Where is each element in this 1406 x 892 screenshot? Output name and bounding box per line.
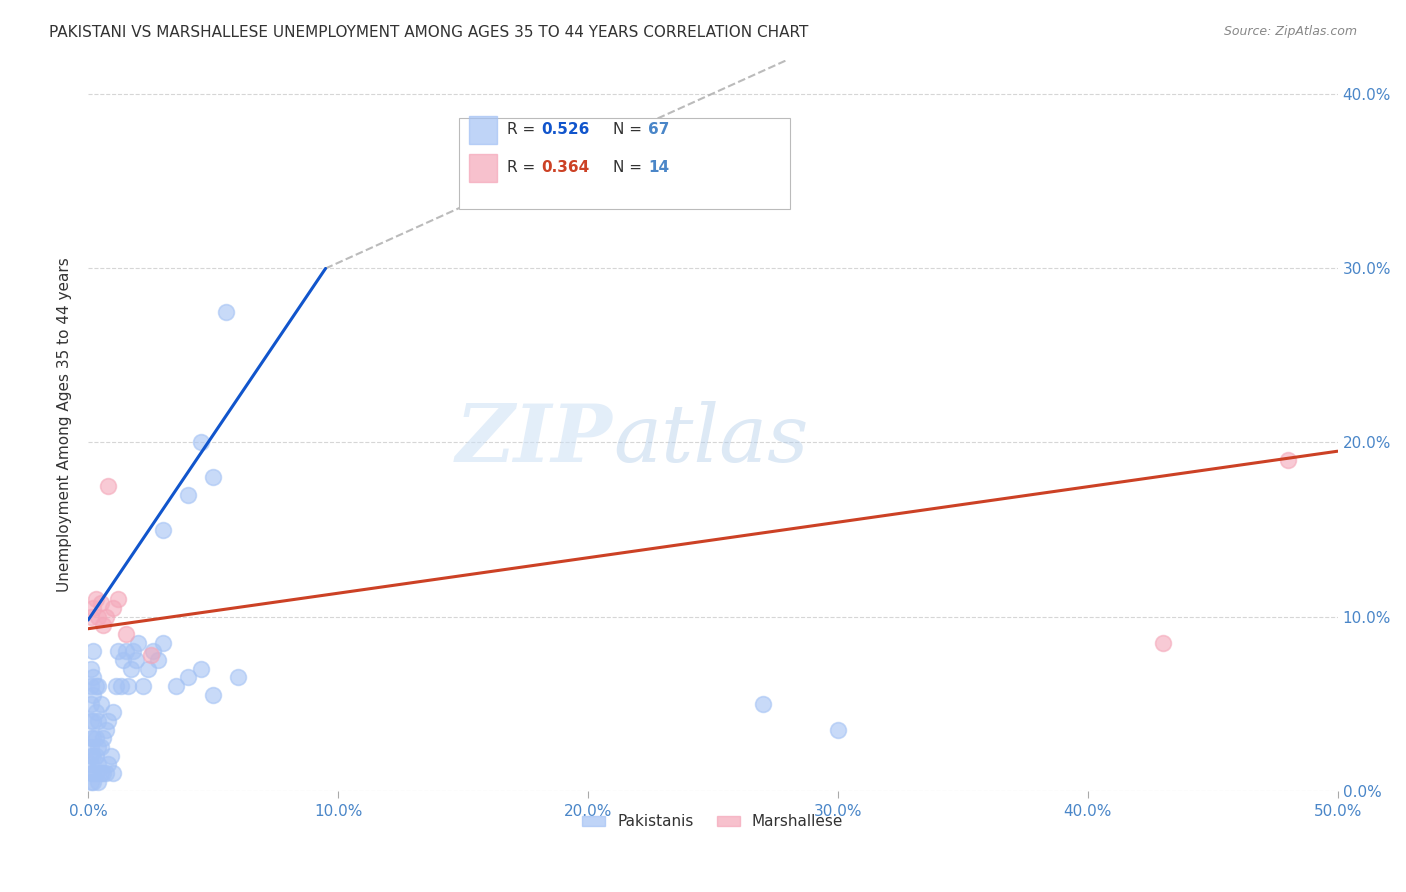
Point xyxy=(107,592,129,607)
Point xyxy=(79,775,101,789)
Point xyxy=(1277,453,1299,467)
Point xyxy=(152,523,174,537)
Point xyxy=(79,757,101,772)
Point xyxy=(84,748,107,763)
Point xyxy=(79,714,101,728)
Point xyxy=(79,748,101,763)
Point xyxy=(87,714,110,728)
Point xyxy=(214,305,236,319)
Point xyxy=(87,740,110,755)
Point xyxy=(202,470,225,484)
Point xyxy=(127,635,149,649)
Point xyxy=(82,644,104,658)
Point xyxy=(190,662,212,676)
Point xyxy=(114,644,136,658)
Point xyxy=(752,697,775,711)
Point xyxy=(84,706,107,720)
Point xyxy=(177,670,200,684)
Text: PAKISTANI VS MARSHALLESE UNEMPLOYMENT AMONG AGES 35 TO 44 YEARS CORRELATION CHAR: PAKISTANI VS MARSHALLESE UNEMPLOYMENT AM… xyxy=(49,25,808,40)
Text: ZIP: ZIP xyxy=(456,401,613,478)
Text: N =: N = xyxy=(613,161,647,176)
Point xyxy=(82,766,104,780)
Text: N =: N = xyxy=(613,122,647,137)
Text: 0.364: 0.364 xyxy=(541,161,591,176)
Point xyxy=(94,766,117,780)
Text: 0.526: 0.526 xyxy=(541,122,591,137)
Point xyxy=(79,679,101,693)
Point xyxy=(84,679,107,693)
Point xyxy=(90,740,112,755)
Point xyxy=(94,609,117,624)
Point xyxy=(79,662,101,676)
Point xyxy=(91,618,114,632)
Point xyxy=(226,670,249,684)
Point xyxy=(82,670,104,684)
Point xyxy=(87,775,110,789)
Point xyxy=(90,596,112,610)
Point xyxy=(90,697,112,711)
Point xyxy=(110,679,132,693)
Point xyxy=(84,766,107,780)
Point xyxy=(82,600,104,615)
Point xyxy=(142,644,165,658)
Point xyxy=(84,592,107,607)
Point xyxy=(117,679,139,693)
Point xyxy=(82,714,104,728)
Point xyxy=(87,679,110,693)
Point xyxy=(112,653,135,667)
Point xyxy=(165,679,187,693)
Point xyxy=(122,644,145,658)
Point xyxy=(79,697,101,711)
Point xyxy=(91,731,114,746)
Point xyxy=(114,627,136,641)
Point xyxy=(136,662,159,676)
Point xyxy=(87,757,110,772)
Text: 67: 67 xyxy=(648,122,669,137)
Point xyxy=(104,679,127,693)
Point xyxy=(97,479,120,493)
Text: 14: 14 xyxy=(648,161,669,176)
Text: R =: R = xyxy=(506,161,540,176)
Point xyxy=(101,766,124,780)
Point xyxy=(100,748,122,763)
Point xyxy=(152,635,174,649)
Text: atlas: atlas xyxy=(613,401,808,478)
Point xyxy=(177,488,200,502)
Point xyxy=(87,609,110,624)
Point xyxy=(97,757,120,772)
FancyBboxPatch shape xyxy=(460,118,790,210)
Point xyxy=(82,731,104,746)
FancyBboxPatch shape xyxy=(470,116,496,144)
Point xyxy=(79,609,101,624)
Point xyxy=(94,723,117,737)
Point xyxy=(101,600,124,615)
Point xyxy=(146,653,169,667)
Point xyxy=(82,688,104,702)
Text: Source: ZipAtlas.com: Source: ZipAtlas.com xyxy=(1223,25,1357,38)
Point xyxy=(82,775,104,789)
Point xyxy=(79,766,101,780)
Point xyxy=(101,706,124,720)
Point xyxy=(90,766,112,780)
Point xyxy=(120,662,142,676)
Point xyxy=(1152,635,1174,649)
Text: R =: R = xyxy=(506,122,540,137)
FancyBboxPatch shape xyxy=(470,154,496,182)
Y-axis label: Unemployment Among Ages 35 to 44 years: Unemployment Among Ages 35 to 44 years xyxy=(58,258,72,592)
Point xyxy=(79,740,101,755)
Point xyxy=(82,748,104,763)
Point xyxy=(202,688,225,702)
Point xyxy=(84,731,107,746)
Point xyxy=(132,679,155,693)
Point xyxy=(79,731,101,746)
Point xyxy=(139,648,162,662)
Point xyxy=(827,723,849,737)
Point xyxy=(107,644,129,658)
Point xyxy=(97,714,120,728)
Legend: Pakistanis, Marshallese: Pakistanis, Marshallese xyxy=(576,808,849,836)
Point xyxy=(124,653,146,667)
Point xyxy=(91,766,114,780)
Point xyxy=(190,435,212,450)
